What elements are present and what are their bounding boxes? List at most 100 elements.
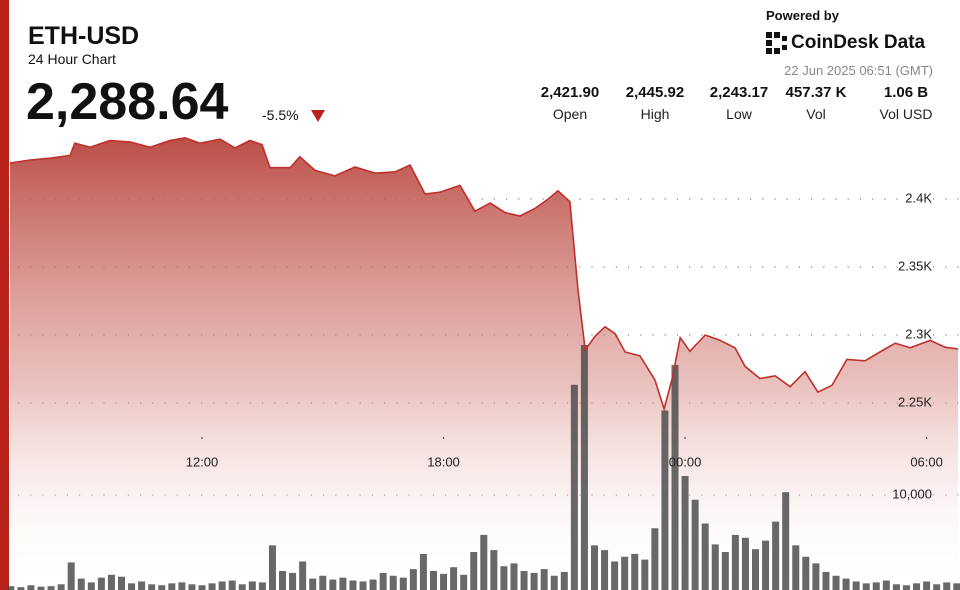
volume-bar	[7, 586, 15, 590]
volume-bar	[349, 580, 357, 590]
volume-bar	[27, 585, 35, 590]
volume-bar	[651, 528, 659, 590]
volume-bar	[882, 580, 890, 590]
volume-bar	[691, 499, 699, 590]
volume-bar	[822, 571, 830, 590]
volume-bar	[208, 583, 216, 590]
volume-bar	[741, 537, 749, 590]
symbol: ETH-USD	[28, 22, 140, 50]
volume-bar	[540, 569, 548, 590]
volume-bar	[228, 580, 236, 590]
price-line	[9, 136, 959, 412]
volume-bar	[158, 585, 166, 590]
price: 2,288.64	[26, 73, 229, 131]
volume-bar	[872, 582, 880, 590]
stat: 1.06 B Vol USD	[861, 84, 951, 122]
volume-bar	[862, 583, 870, 590]
stat-label: Vol	[806, 106, 826, 122]
x-tick-label: 12:00	[186, 454, 219, 469]
volume-bar	[601, 550, 609, 590]
stat-label: Low	[726, 106, 752, 122]
volume-bar	[731, 534, 739, 590]
volume-bar	[933, 584, 941, 590]
volume-bar	[812, 563, 820, 590]
volume-bar	[490, 550, 498, 590]
volume-bar	[792, 545, 800, 590]
subtitle: 24 Hour Chart	[28, 51, 116, 67]
stat: 2,421.90 Open	[525, 84, 615, 122]
brand: CoinDesk Data	[791, 32, 926, 53]
volume-bar	[309, 578, 317, 590]
stat-label: High	[640, 106, 670, 122]
volume-bar	[258, 582, 266, 590]
x-tick-label: 00:00	[669, 454, 702, 469]
x-tick-label: 18:00	[427, 454, 460, 469]
volume-bar	[389, 575, 397, 590]
y-tick-label: 2.35K	[898, 258, 932, 273]
volume-bar	[902, 585, 910, 590]
brand-logo	[766, 32, 787, 54]
volume-bar	[621, 556, 629, 590]
volume-bar	[892, 584, 900, 590]
volume-bar	[580, 344, 588, 590]
volume-bar	[772, 521, 780, 590]
down-arrow	[311, 110, 325, 122]
stat: 2,243.17 Low	[694, 84, 784, 122]
volume-bar	[520, 571, 528, 590]
volume-bar	[923, 581, 931, 590]
volume-bar	[379, 572, 387, 590]
price-area	[10, 137, 958, 590]
volume-bar	[943, 582, 951, 590]
volume-bar	[148, 584, 156, 590]
stat: 457.37 K Vol	[771, 84, 861, 122]
volume-bar	[782, 492, 790, 590]
volume-bar	[168, 583, 176, 590]
stat-value: 2,445.92	[625, 84, 685, 101]
volume-bar	[510, 563, 518, 590]
volume-bar	[198, 585, 206, 590]
volume-bar	[329, 579, 337, 590]
volume-bar	[661, 410, 669, 590]
volume-bar	[87, 582, 95, 590]
volume-bar	[37, 586, 45, 590]
x-tick-label: 06:00	[910, 454, 943, 469]
y2-tick-label: 10,000	[892, 486, 932, 501]
stat-value: 1.06 B	[883, 84, 929, 101]
volume-bar	[560, 571, 568, 590]
volume-bar	[107, 574, 115, 590]
volume-bar	[721, 552, 729, 590]
volume-bar	[118, 576, 126, 590]
volume-bar	[913, 583, 921, 590]
volume-bar	[460, 574, 468, 590]
volume-bar	[470, 552, 478, 590]
volume-bar	[802, 556, 810, 590]
volume-bar	[138, 581, 146, 590]
volume-bar	[440, 573, 448, 590]
volume-bar	[409, 569, 417, 590]
volume-bar	[57, 584, 65, 590]
volume-bar	[480, 534, 488, 590]
stat-label: Vol USD	[879, 106, 933, 122]
volume-bar	[570, 384, 578, 590]
volume-bar	[550, 575, 558, 590]
volume-bar	[953, 583, 960, 590]
volume-bar	[500, 566, 508, 590]
volume-bar	[289, 572, 297, 590]
powered-by: Powered by	[766, 8, 839, 23]
volume-bar	[641, 559, 649, 590]
volume-bar	[97, 577, 105, 590]
volume-bar	[611, 561, 619, 590]
volume-bar	[429, 571, 437, 590]
stat-value: 2,421.90	[540, 84, 600, 101]
volume-bar	[319, 575, 327, 590]
stat-value: 457.37 K	[785, 84, 847, 101]
change: -5.5%	[262, 107, 299, 123]
volume-bar	[419, 553, 427, 590]
volume-bar	[852, 581, 860, 590]
volume-bar	[590, 545, 598, 590]
volume-bar	[832, 575, 840, 590]
volume-bar	[762, 540, 770, 590]
volume-bar	[128, 583, 136, 590]
